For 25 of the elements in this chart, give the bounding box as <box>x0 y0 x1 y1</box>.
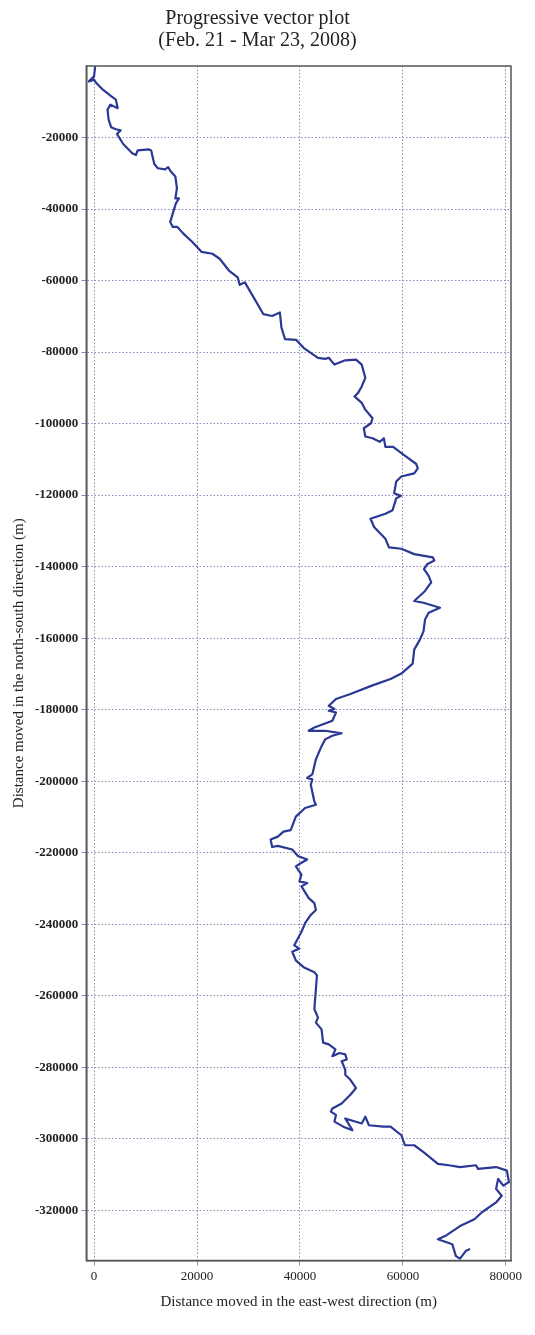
x-tick-label: 0 <box>90 1267 98 1283</box>
y-tick-label: -260000 <box>34 987 79 1003</box>
y-tick-label: -280000 <box>34 1058 79 1074</box>
x-tick-label: 80000 <box>489 1267 523 1283</box>
y-tick-label: -80000 <box>41 343 79 359</box>
y-tick-label: -240000 <box>34 915 79 931</box>
y-tick-label: -60000 <box>41 271 79 287</box>
y-tick-label: -160000 <box>34 629 79 645</box>
x-axis-title: Distance moved in the east-west direction (m) <box>160 1292 437 1310</box>
chart-subtitle: (Feb. 21 - Mar 23, 2008) <box>158 28 357 52</box>
y-axis-title: Distance moved in the north-south direction (m) <box>9 518 27 809</box>
y-tick-label: -200000 <box>34 772 79 788</box>
y-tick-label: -320000 <box>34 1201 79 1217</box>
x-tick-label: 40000 <box>283 1267 317 1283</box>
x-tick-label: 60000 <box>386 1267 420 1283</box>
y-tick-label: -20000 <box>41 128 79 144</box>
y-tick-label: -180000 <box>34 701 79 717</box>
y-tick-label: -220000 <box>34 844 79 860</box>
chart-title: Progressive vector plot <box>165 6 351 30</box>
x-tick-label: 20000 <box>180 1267 214 1283</box>
y-tick-label: -40000 <box>41 200 79 216</box>
y-tick-label: -100000 <box>34 414 79 430</box>
y-tick-label: -140000 <box>34 558 79 574</box>
y-tick-label: -300000 <box>34 1130 79 1146</box>
y-tick-label: -120000 <box>34 486 79 502</box>
